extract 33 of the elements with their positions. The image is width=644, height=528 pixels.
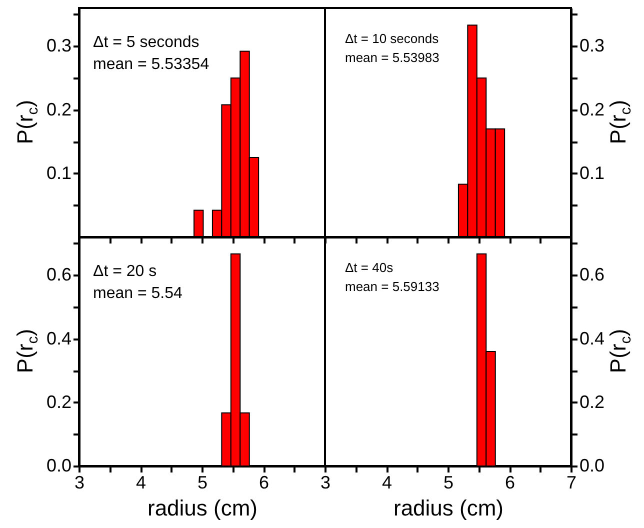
x-tick-label: 5 bbox=[197, 472, 208, 492]
y-tick-label: 0.0 bbox=[580, 456, 605, 476]
y-tick-label: 0.2 bbox=[580, 99, 605, 120]
annotation: Δt = 10 seconds bbox=[345, 31, 440, 46]
x-axis-title: radius (cm) bbox=[393, 496, 504, 520]
y-tick-label: 0.3 bbox=[580, 36, 605, 56]
annotation: mean = 5.59133 bbox=[345, 279, 440, 294]
y-tick-label: 0.4 bbox=[46, 328, 72, 348]
annotation: mean = 5.53354 bbox=[93, 56, 210, 73]
x-tick-label: 5 bbox=[443, 472, 454, 492]
y-tick-label: 0.0 bbox=[46, 456, 72, 476]
y-tick-label: 0.4 bbox=[580, 328, 605, 348]
x-axis-title: radius (cm) bbox=[147, 496, 258, 520]
annotation: mean = 5.53983 bbox=[345, 50, 440, 65]
y-tick-label: 0.6 bbox=[46, 264, 72, 285]
x-tick-label: 6 bbox=[504, 472, 516, 492]
y-tick-label: 0.2 bbox=[46, 392, 72, 412]
x-tick-label: 4 bbox=[136, 472, 146, 492]
annotation: Δt = 40s bbox=[345, 260, 394, 275]
y-tick-label: 0.2 bbox=[46, 99, 72, 120]
y-tick-label: 0.1 bbox=[580, 162, 605, 183]
annotation: Δt = 5 seconds bbox=[93, 34, 200, 51]
x-tick-label: 3 bbox=[74, 472, 85, 492]
x-tick-label: 6 bbox=[258, 472, 270, 492]
y-tick-label: 0.3 bbox=[46, 36, 72, 56]
annotation: Δt = 20 s bbox=[93, 263, 157, 280]
annotation: mean = 5.54 bbox=[93, 285, 182, 302]
x-tick-label: 3 bbox=[320, 472, 331, 492]
x-tick-label: 4 bbox=[382, 472, 392, 492]
y-tick-label: 0.2 bbox=[580, 392, 605, 412]
y-tick-label: 0.1 bbox=[46, 162, 72, 183]
y-tick-label: 0.6 bbox=[580, 264, 605, 285]
x-tick-label: 7 bbox=[566, 472, 577, 492]
